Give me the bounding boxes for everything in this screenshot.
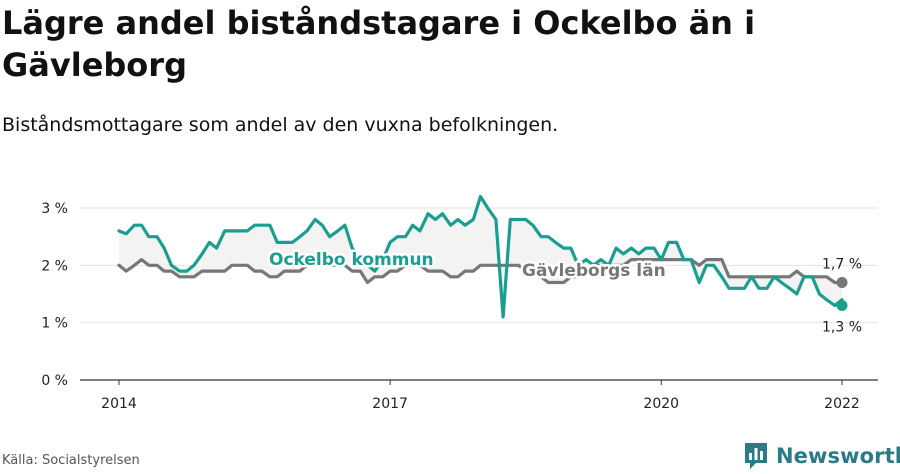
y-tick-label: 1 % [41,316,68,332]
difference-area [119,196,842,317]
y-tick-label: 0 % [41,373,68,389]
newsworthy-logo-icon [745,443,767,469]
series-label-gavleborgs-lan: Gävleborgs län [522,261,666,281]
x-tick-label: 2022 [824,396,860,412]
series-line-gavleborgs-lan [117,258,844,285]
series-label-ockelbo-kommun: Ockelbo kommun [269,250,434,270]
end-label-gavleborgs-lan: 1,7 % [822,257,862,273]
chart-subtitle: Biståndsmottagare som andel av den vuxna… [2,114,559,136]
y-tick-label: 3 % [41,201,68,217]
line-chart: 0 % 1 % 2 % 3 % 2014 2017 2020 2022 1,7 % 1,3 % Oc… [41,194,878,412]
end-point-gavleborgs-lan [836,277,848,289]
chart-title: Lägre andel biståndstagare i Ockelbo än … [2,4,756,84]
x-tick-label: 2014 [101,396,137,412]
source-note: Källa: Socialstyrelsen [2,453,140,468]
x-tick-label: 2020 [643,396,679,412]
end-point-ockelbo-kommun [836,299,848,311]
y-tick-label: 2 % [41,258,68,274]
newsworthy-logo[interactable]: Newsworthy [744,442,900,470]
series-line-ockelbo-kommun [117,194,844,319]
end-label-ockelbo-kommun: 1,3 % [822,319,862,335]
brand-name: Newsworthy [776,444,900,468]
x-tick-label: 2017 [372,396,408,412]
